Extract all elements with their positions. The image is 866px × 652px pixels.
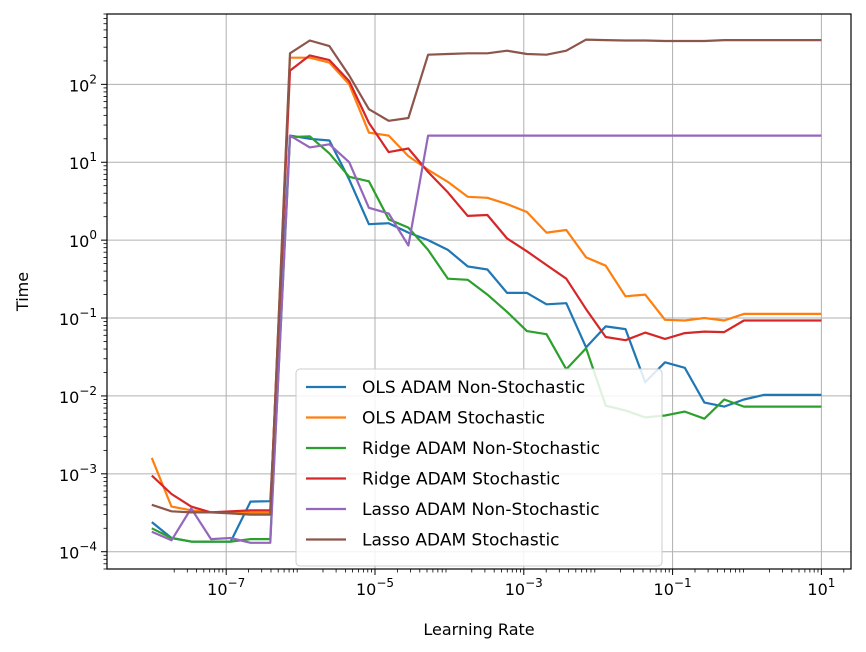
y-tick-label: 10−3 [59,462,97,485]
y-axis-label: Time [13,272,32,312]
series-line-4 [151,54,822,514]
x-tick-label: 101 [807,576,835,599]
y-tick-label: 10−1 [59,306,97,329]
x-tick-label: 10−5 [356,576,394,599]
y-tick-label: 10−4 [59,540,97,563]
series-line-6 [151,38,822,516]
x-tick-label: 10−7 [207,576,245,599]
legend-label: OLS ADAM Stochastic [362,409,545,429]
legend-label: Ridge ADAM Stochastic [362,470,560,490]
x-axis-label: Learning Rate [423,620,534,639]
series-line-2 [150,56,822,514]
series-line-3 [151,135,822,543]
legend-label: Ridge ADAM Non-Stochastic [362,439,600,459]
legend-label: Lasso ADAM Non-Stochastic [362,500,600,520]
legend: OLS ADAM Non-Stochastic OLS ADAM Stochast… [295,368,663,567]
legend-label: OLS ADAM Non-Stochastic [362,378,585,398]
series-line-1 [151,134,822,543]
legend-label: Lasso ADAM Stochastic [362,531,560,551]
plot-frame [106,13,852,570]
y-tick-label: 10−2 [59,384,97,407]
y-tick-label: 101 [69,150,97,173]
x-tick-label: 10−1 [654,576,692,599]
series-line-5 [151,134,822,544]
x-tick-label: 10−3 [505,576,543,599]
y-tick-label: 100 [69,228,97,251]
legend-box [295,368,663,567]
y-tick-label: 102 [69,72,97,95]
series-lines [150,38,822,544]
